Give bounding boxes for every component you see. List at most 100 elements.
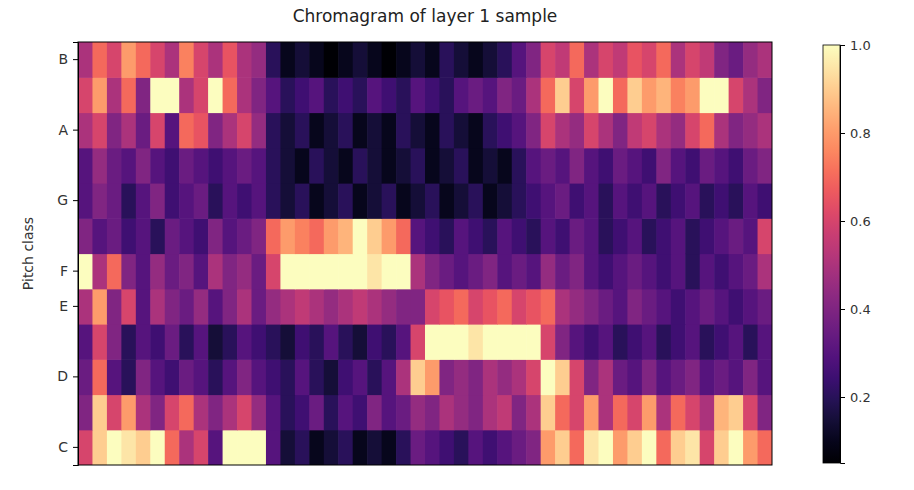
cell xyxy=(758,430,772,465)
cell xyxy=(613,183,628,219)
cell xyxy=(338,395,353,431)
cell xyxy=(570,42,585,78)
cell xyxy=(526,42,541,78)
cell xyxy=(599,395,614,431)
cell xyxy=(266,289,281,325)
cell xyxy=(729,430,744,465)
cell xyxy=(367,113,382,149)
cell xyxy=(223,77,238,113)
cell xyxy=(353,77,368,113)
cell xyxy=(685,359,700,395)
colorbar-tick-mark xyxy=(840,221,845,222)
cell xyxy=(454,324,469,360)
cell xyxy=(685,289,700,325)
cell xyxy=(309,183,324,219)
cell xyxy=(555,77,570,113)
cell xyxy=(584,289,599,325)
cell xyxy=(642,395,657,431)
cell xyxy=(107,254,122,290)
cell xyxy=(642,183,657,219)
colorbar-tick-label: 0.4 xyxy=(850,302,871,317)
cell xyxy=(92,324,107,360)
cell xyxy=(179,148,194,184)
cell xyxy=(570,218,585,254)
cell xyxy=(121,77,136,113)
colorbar-tick: 0.2 xyxy=(840,390,871,405)
cell xyxy=(252,254,267,290)
cell xyxy=(78,289,93,325)
cell xyxy=(468,430,483,465)
cell xyxy=(179,324,194,360)
cell xyxy=(584,42,599,78)
cell xyxy=(194,77,209,113)
cell xyxy=(324,218,339,254)
cell xyxy=(541,430,556,465)
cell xyxy=(121,254,136,290)
colorbar-axis: 0.20.40.60.81.0 xyxy=(840,38,871,464)
cell xyxy=(382,254,397,290)
cell xyxy=(280,324,295,360)
cell xyxy=(165,254,180,290)
cell xyxy=(700,254,715,290)
cell xyxy=(439,395,454,431)
cell xyxy=(627,324,642,360)
cell xyxy=(541,77,556,113)
cell xyxy=(526,395,541,431)
cell xyxy=(656,42,671,78)
cell xyxy=(454,254,469,290)
cell xyxy=(497,430,512,465)
cell xyxy=(295,289,310,325)
cell xyxy=(121,324,136,360)
cell xyxy=(743,183,758,219)
cell xyxy=(714,113,729,149)
cell xyxy=(309,289,324,325)
cell xyxy=(237,113,252,149)
cell xyxy=(78,113,93,149)
y-tick: D xyxy=(57,368,78,384)
cell xyxy=(642,430,657,465)
cell xyxy=(541,113,556,149)
cell xyxy=(627,42,642,78)
cell xyxy=(78,42,93,78)
cell xyxy=(584,113,599,149)
cell xyxy=(425,77,440,113)
cell xyxy=(92,254,107,290)
cell xyxy=(656,218,671,254)
cell xyxy=(136,254,151,290)
cell xyxy=(729,113,744,149)
y-tick: C xyxy=(58,439,78,455)
cell xyxy=(136,148,151,184)
cell xyxy=(208,148,223,184)
cell xyxy=(729,183,744,219)
cell xyxy=(367,254,382,290)
cell xyxy=(280,254,295,290)
cell xyxy=(92,77,107,113)
cell xyxy=(627,218,642,254)
cell xyxy=(555,359,570,395)
cell xyxy=(758,289,772,325)
cell xyxy=(353,183,368,219)
cell xyxy=(570,148,585,184)
cell xyxy=(700,42,715,78)
cell xyxy=(107,395,122,431)
cell xyxy=(497,324,512,360)
cell xyxy=(512,113,527,149)
cell xyxy=(121,42,136,78)
cell xyxy=(642,42,657,78)
cell xyxy=(743,77,758,113)
y-tick-label: D xyxy=(57,368,68,384)
cell xyxy=(136,395,151,431)
cell xyxy=(252,324,267,360)
cell xyxy=(295,324,310,360)
cell xyxy=(512,42,527,78)
cell xyxy=(280,113,295,149)
cell xyxy=(324,254,339,290)
cell xyxy=(165,430,180,465)
cell xyxy=(194,395,209,431)
cell xyxy=(584,324,599,360)
cell xyxy=(223,218,238,254)
cell xyxy=(656,113,671,149)
cell xyxy=(237,77,252,113)
cell xyxy=(165,324,180,360)
cell xyxy=(642,359,657,395)
